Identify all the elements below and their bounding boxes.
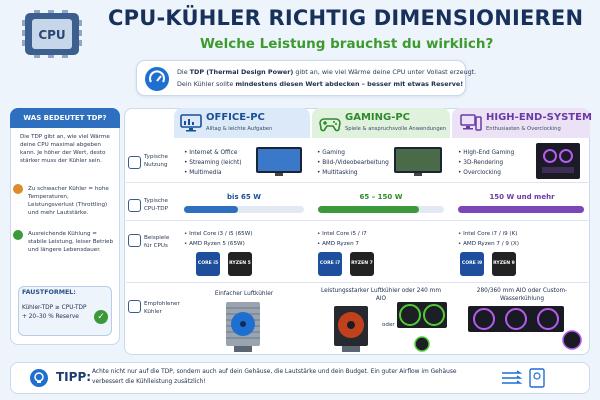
pc-case-icon [529,368,545,388]
gamepad-icon [319,118,341,132]
cooler-label-gaming: Leistungsstarker Luftkühler oder 240 mm … [321,288,441,302]
warning-icon [13,184,23,194]
formula-title: FAUSTFORMEL: [22,289,76,296]
tdp-value-highend: 150 W und mehr [489,193,555,201]
tdp-icon [128,199,141,212]
gauge-icon [145,67,169,91]
intro-box: Die TDP (Thermal Design Power) gibt an, … [136,60,477,96]
tdp-bar-office [184,206,304,213]
column-title-gaming: GAMING-PC [345,112,411,123]
monitor-image [256,147,302,176]
usage-list-office: Internet & Office Streaming (leicht) Mul… [184,148,242,178]
intel-chip-logo: CORE i9 [460,252,484,276]
check-icon [13,230,23,240]
formula-check-icon: ✓ [94,310,108,324]
tdp-bar-gaming [318,206,444,213]
row-label-cpus: Beispiele für CPUs [144,235,170,249]
tdp-value-gaming: 65 – 150 W [359,193,403,201]
list-item: AMD Ryzen 7 [317,239,367,249]
list-item: Intel Core i7 / i9 (K) [458,229,519,239]
tower-cooler-image [334,306,368,352]
tdp-bar-fill [184,206,238,213]
intel-chip-logo: CORE i5 [196,252,220,276]
cpu-list-office: Intel Core i3 / i5 (65W) AMD Ryzen 5 (65… [184,229,252,249]
list-item: Multitasking [317,168,389,178]
list-item: Overclocking [458,168,514,178]
column-header-office [174,108,310,138]
airflow-icon [502,370,523,384]
chip-label: CPU [38,28,65,42]
row-divider [126,220,588,221]
row-label-usage: Typische Nutzung [144,154,168,168]
column-subtitle-highend: Enthusiasten & Overclocking [486,126,561,132]
list-item: 3D-Rendering [458,158,514,168]
tdp-bar-highend [458,206,584,213]
tip-label: TIPP: [56,370,92,384]
row-label-cooler: Empfohlener Kühler [144,301,180,315]
usage-icon [128,156,141,169]
usage-list-gaming: Gaming Bild-/Videobearbeitung Multitaski… [317,148,389,178]
fan-icon [128,300,141,313]
tdp-bar-fill [458,206,584,213]
column-title-office: OFFICE-PC [206,112,265,123]
amd-chip-logo: RYZEN 9 [492,252,516,276]
column-subtitle-office: Alltag & leichte Aufgaben [206,126,273,132]
row-divider [126,282,588,283]
list-item: AMD Ryzen 7 / 9 (X) [458,239,519,249]
cpu-icon [128,234,141,247]
formula-text: Kühler-TDP ≥ CPU-TDP + 20–30 % Reserve [22,305,87,320]
air-cooler-image [226,302,260,352]
row-label-tdp: Typische CPU-TDP [144,198,168,212]
tdp-bullet-weak: Zu schwacher Kühler = hohe Temperaturen,… [28,186,109,216]
cooler-label-office: Einfacher Luftkühler [214,291,274,297]
cpu-list-gaming: Intel Core i5 / i7 AMD Ryzen 7 [317,229,367,249]
tdp-description: Die TDP gibt an, wie viel Wärme deine CP… [20,134,110,164]
list-item: Streaming (leicht) [184,158,241,168]
list-item: Gaming [317,148,389,158]
amd-chip-logo: RYZEN 5 [228,252,252,276]
cpu-list-highend: Intel Core i7 / i9 (K) AMD Ryzen 7 / 9 (… [458,229,519,249]
tip-text: Achte nicht nur auf die TDP, sondern auc… [92,369,457,385]
gaming-monitor-image [394,147,442,176]
list-item: Internet & Office [184,148,242,158]
column-subtitle-gaming: Spiele & anspruchsvolle Anwendungen [345,126,447,132]
page-subtitle: Welche Leistung brauchst du wirklich? [200,36,494,52]
pc-case-image [536,143,580,179]
list-item: Bild-/Videobearbeitung [317,158,389,168]
intel-chip-logo: CORE i7 [318,252,342,276]
list-item: Intel Core i5 / i7 [317,229,367,239]
aio-360-image [468,306,582,350]
list-item: High-End Gaming [458,148,514,158]
tdp-info-heading: WAS BEDEUTET TDP? [10,108,120,128]
list-item: Multimedia [184,168,242,178]
tip-bar [10,362,590,394]
lightbulb-icon [30,369,48,387]
cooler-or-label: oder [382,322,395,328]
row-divider [126,182,588,183]
column-title-highend: HIGH-END-SYSTEM [486,112,592,123]
monitor-icon [180,114,202,132]
list-item: Intel Core i3 / i5 (65W) [184,229,252,239]
tdp-bullet-good: Ausreichende Kühlung = stabile Leistung,… [28,231,114,253]
aio-240-image [397,302,447,352]
page-title: CPU-KÜHLER RICHTIG DIMENSIONIEREN [108,6,584,30]
cooler-label-highend: 280/360 mm AIO oder Custom-Wasserkühlung [476,288,568,302]
intro-text: Die TDP (Thermal Design Power) gibt an, … [177,68,477,88]
usage-list-highend: High-End Gaming 3D-Rendering Overclockin… [458,148,514,178]
cpu-chip-icon: CPU [22,10,82,58]
tdp-value-office: bis 65 W [227,193,261,201]
list-item: AMD Ryzen 5 (65W) [184,239,252,249]
desktop-tower-icon [460,114,482,131]
column-header-gaming [312,108,450,138]
tdp-bar-fill [318,206,419,213]
amd-chip-logo: RYZEN 7 [350,252,374,276]
